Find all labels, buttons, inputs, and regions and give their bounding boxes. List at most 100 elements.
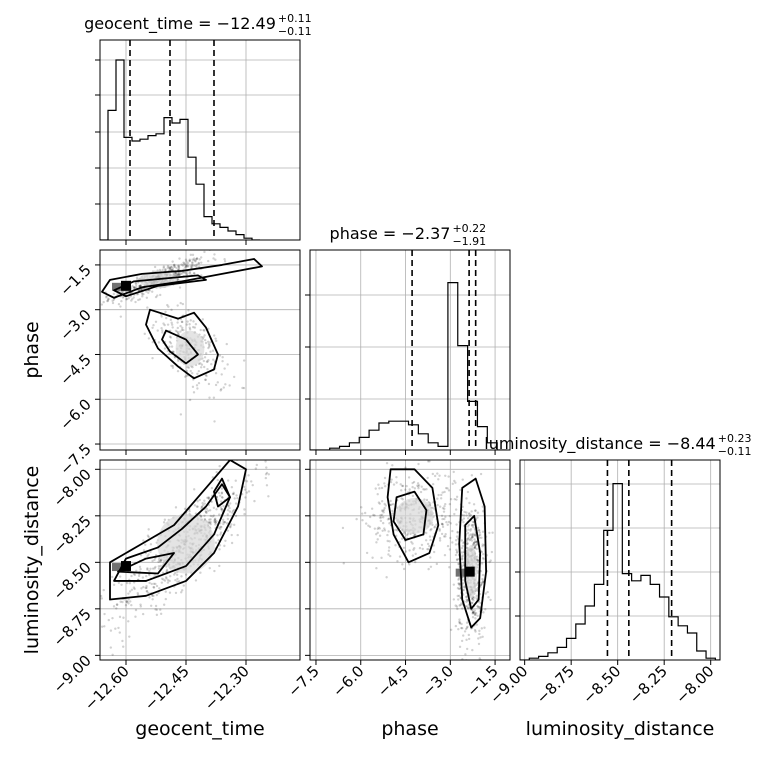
sample-point (164, 590, 167, 593)
sample-point (454, 604, 457, 607)
sample-point (165, 568, 169, 572)
contour-line (145, 308, 219, 380)
histogram-step-line (520, 483, 720, 660)
sample-point (105, 295, 108, 298)
contour-line (392, 490, 428, 541)
sample-point (245, 480, 249, 483)
sample-point (484, 592, 487, 595)
x-tick-label: −12.30 (201, 662, 253, 714)
sample-point (427, 501, 430, 504)
sample-point (173, 573, 176, 576)
x-axis-label: luminosity_distance (526, 718, 715, 740)
sample-point (403, 530, 406, 534)
sample-point (477, 606, 481, 609)
sample-point (221, 356, 224, 359)
sample-point (473, 540, 476, 544)
sample-point (414, 552, 417, 556)
sample-point (471, 616, 475, 619)
sample-point (404, 488, 407, 491)
sample-point (182, 584, 185, 587)
sample-point (119, 600, 122, 603)
sample-point (164, 268, 167, 272)
sample-point (121, 639, 124, 643)
sample-point (176, 274, 179, 277)
sample-point (251, 483, 254, 487)
sample-point (125, 600, 128, 603)
sample-point (219, 531, 223, 534)
sample-point (231, 509, 235, 513)
sample-point (219, 505, 222, 509)
sample-point (176, 330, 179, 334)
sample-point (466, 525, 470, 528)
sample-point (162, 603, 166, 606)
contour-line (117, 552, 175, 575)
sample-point (139, 284, 142, 287)
sample-point (464, 653, 467, 656)
sample-point (208, 518, 211, 521)
sample-point (247, 474, 250, 477)
y-tick-label: −4.5 (56, 351, 94, 389)
sample-point (109, 629, 113, 632)
sample-point (203, 499, 206, 502)
sample-point (364, 522, 368, 525)
sample-point (168, 352, 171, 355)
sample-point (194, 323, 198, 326)
sample-point (376, 538, 379, 541)
sample-point (374, 532, 378, 536)
sample-point (230, 523, 233, 526)
sample-point (214, 523, 217, 526)
sample-point (408, 488, 411, 491)
sample-point (466, 531, 470, 535)
sample-point (201, 501, 204, 505)
sample-point (267, 495, 270, 498)
sample-point (474, 509, 477, 512)
sample-point (143, 332, 146, 336)
sample-point (179, 324, 182, 328)
sample-point (128, 590, 132, 593)
sample-point (214, 541, 218, 544)
sample-point (477, 528, 481, 532)
sample-point (236, 496, 239, 500)
sample-point (233, 497, 236, 500)
sample-point (458, 584, 461, 587)
sample-point (458, 582, 461, 585)
sample-point (203, 356, 207, 359)
sample-point (169, 342, 173, 345)
sample-point (462, 563, 465, 566)
sample-point (213, 519, 216, 522)
sample-point (188, 328, 192, 331)
sample-point (417, 484, 421, 487)
sample-point (481, 543, 485, 546)
sample-point (473, 613, 476, 616)
sample-point (401, 484, 405, 488)
sample-point (153, 265, 157, 269)
sample-point (471, 601, 474, 605)
sample-point (474, 617, 477, 620)
contour-line (109, 460, 247, 601)
sample-point (406, 532, 410, 535)
sample-point (188, 258, 191, 261)
sample-point (440, 514, 444, 517)
sample-point (438, 505, 442, 508)
sample-point (199, 514, 203, 518)
sample-point (429, 538, 432, 542)
sample-point (175, 273, 178, 277)
density-shade (157, 513, 215, 574)
sample-point (474, 534, 477, 537)
sample-point (162, 322, 165, 325)
sample-point (427, 460, 430, 463)
sample-point (476, 558, 479, 562)
sample-point (449, 628, 453, 631)
sample-point (156, 294, 159, 297)
sample-point (125, 297, 129, 301)
sample-point (476, 605, 479, 608)
sample-point (476, 571, 480, 575)
sample-point (148, 581, 151, 585)
sample-point (441, 517, 444, 521)
sample-point (411, 542, 414, 545)
sample-point (454, 624, 458, 628)
sample-point (440, 532, 444, 536)
sample-point (170, 364, 173, 367)
sample-point (378, 487, 381, 490)
sample-point (174, 329, 178, 332)
